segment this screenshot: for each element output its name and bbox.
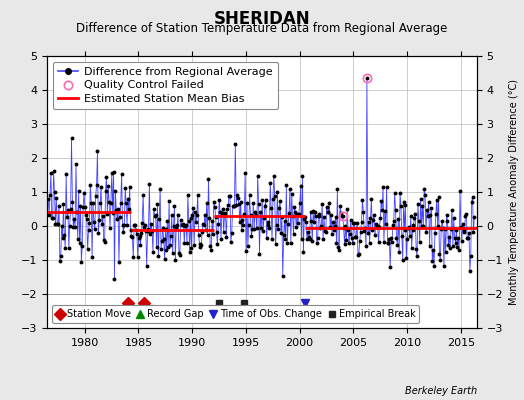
Text: Berkeley Earth: Berkeley Earth	[405, 386, 477, 396]
Y-axis label: Monthly Temperature Anomaly Difference (°C): Monthly Temperature Anomaly Difference (…	[509, 79, 519, 305]
Text: SHERIDAN: SHERIDAN	[214, 10, 310, 28]
Text: Difference of Station Temperature Data from Regional Average: Difference of Station Temperature Data f…	[77, 22, 447, 35]
Legend: Station Move, Record Gap, Time of Obs. Change, Empirical Break: Station Move, Record Gap, Time of Obs. C…	[52, 305, 419, 323]
